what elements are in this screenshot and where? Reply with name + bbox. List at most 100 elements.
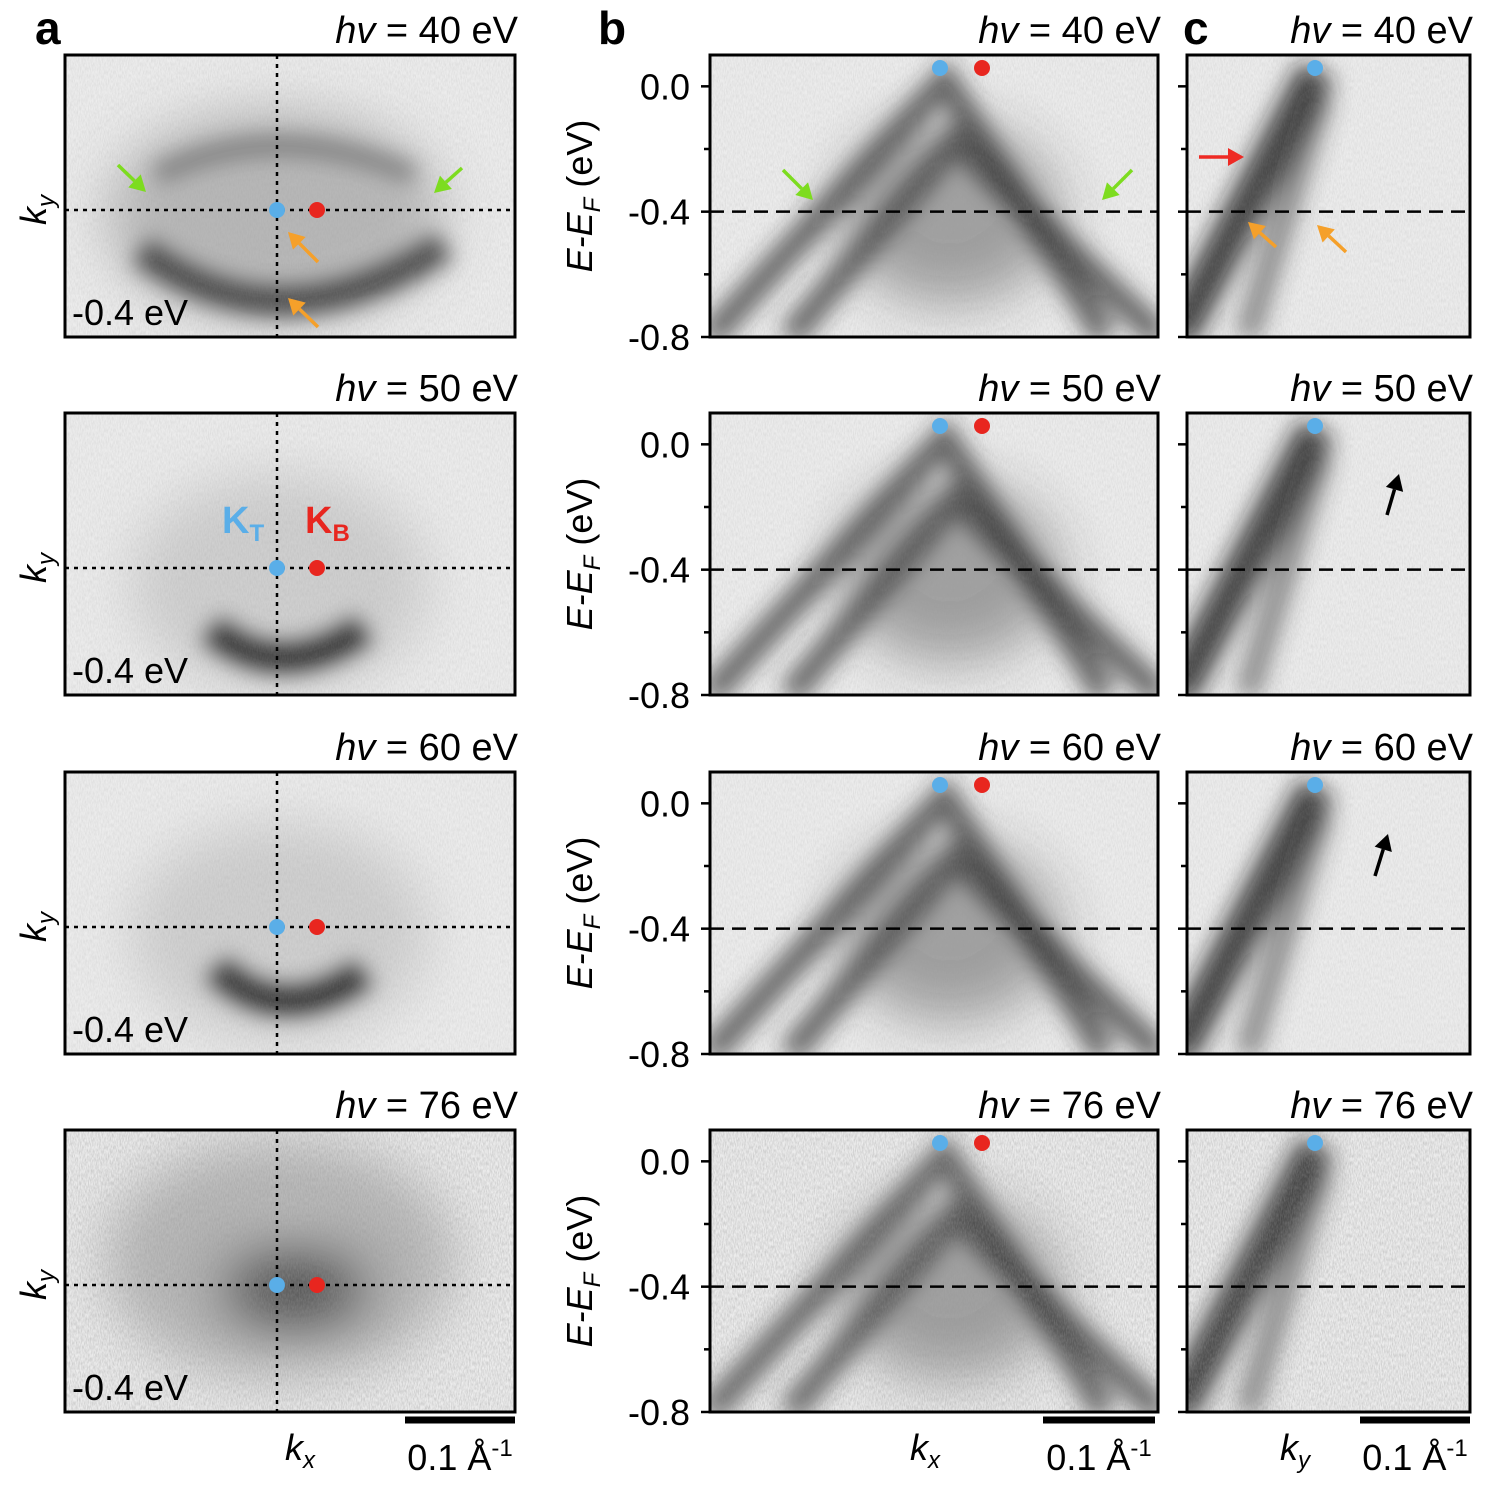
frame: [708, 411, 1160, 697]
arrow-shaft: [1112, 168, 1134, 190]
arpes-image: [708, 770, 1160, 1056]
ky-axis-label-part: k: [13, 1280, 54, 1300]
photon-energy-label-part: hv: [1290, 727, 1332, 769]
arrow-head: [1374, 834, 1392, 852]
arpes-image: [63, 770, 517, 1056]
image-content: [1187, 55, 1470, 337]
frame: [708, 1128, 1160, 1414]
frame: [63, 1128, 517, 1414]
photon-energy-label-part: hv: [1290, 10, 1332, 52]
arrow-head: [288, 298, 306, 316]
panel-label: b: [598, 2, 626, 54]
k-axis-label-part: x: [302, 1447, 316, 1474]
image-content: [65, 413, 515, 695]
frame: [63, 53, 517, 339]
scale-bar-label-part: -1: [1446, 1435, 1467, 1462]
image-content: [710, 1130, 1158, 1412]
y-tick-label: 0.0: [640, 1141, 690, 1182]
frame: [63, 770, 517, 1056]
y-tick-label: -0.4: [628, 550, 690, 591]
y-tick-label: -0.4: [628, 192, 690, 233]
energy-axis-label-part: (eV): [559, 120, 600, 198]
constant-energy-label: -0.4 eV: [72, 650, 188, 691]
k-t-point: [269, 202, 285, 218]
noise: [1187, 1130, 1470, 1412]
energy-axis-label-part: F: [579, 913, 606, 929]
photon-energy-label: hv = 76 eV: [978, 1085, 1161, 1127]
k-b-point: [974, 777, 990, 793]
photon-energy-label: hv = 76 eV: [335, 1085, 518, 1127]
photon-energy-label: hv = 50 eV: [335, 368, 518, 410]
arrow-shaft: [1385, 488, 1397, 516]
energy-axis-label-part: E-E: [559, 928, 600, 989]
photon-energy-label-part: hv: [335, 1085, 377, 1127]
k-t-point: [1307, 60, 1323, 76]
k-t-point: [932, 1135, 948, 1151]
k-axis-label-part: y: [1296, 1447, 1312, 1474]
scale-bar-label-part: 0.1 Å: [1046, 1437, 1130, 1478]
k-axis-label: kx: [910, 1427, 941, 1474]
noise: [65, 55, 515, 337]
photon-energy-label: hv = 40 eV: [335, 10, 518, 52]
photon-energy-label: hv = 60 eV: [1290, 727, 1473, 769]
energy-axis-label-part: E-E: [559, 1286, 600, 1347]
frame: [708, 770, 1160, 1056]
k-t-point: [269, 919, 285, 935]
arpes-image: [1185, 770, 1472, 1056]
y-tick-label: -0.8: [628, 1392, 690, 1433]
photon-energy-label-part: = 60 eV: [1018, 727, 1161, 769]
arpes-image: [1185, 411, 1472, 697]
scale-bar-label: 0.1 Å-1: [1362, 1435, 1467, 1478]
arpes-image: [708, 411, 1160, 697]
y-tick-label: 0.0: [640, 783, 690, 824]
k-b-label: KB: [305, 500, 350, 547]
arrow-head: [128, 174, 146, 192]
ky-axis-label-part: k: [13, 922, 54, 942]
frame: [1185, 1128, 1472, 1414]
energy-axis-label-part: E-E: [559, 569, 600, 630]
k-t-point: [1307, 1135, 1323, 1151]
k-b-label-part: B: [332, 520, 349, 547]
scale-bar-label-part: -1: [491, 1435, 512, 1462]
panel-label: a: [35, 2, 61, 54]
k-b-point: [974, 1135, 990, 1151]
noise: [1187, 413, 1470, 695]
ky-axis-label: ky: [13, 193, 60, 225]
noise: [1187, 772, 1470, 1054]
k-b-point: [309, 919, 325, 935]
y-tick-label: -0.8: [628, 317, 690, 358]
k-b-point: [974, 418, 990, 434]
energy-axis-label: E-EF (eV): [559, 1195, 606, 1348]
photon-energy-label-part: hv: [978, 727, 1020, 769]
y-tick-label: 0.0: [640, 66, 690, 107]
arrow-head: [1228, 148, 1244, 166]
image-content: [710, 772, 1158, 1054]
photon-energy-label: hv = 60 eV: [335, 727, 518, 769]
photon-energy-label-part: hv: [978, 10, 1020, 52]
photon-energy-label-part: = 50 eV: [1018, 368, 1161, 410]
k-axis-label: kx: [285, 1427, 316, 1474]
scale-bar-label-part: -1: [1130, 1435, 1151, 1462]
image-content: [1187, 413, 1470, 695]
k-t-point: [932, 777, 948, 793]
noise: [710, 1130, 1158, 1412]
photon-energy-label-part: = 76 eV: [375, 1085, 518, 1127]
image-content: [710, 55, 1158, 337]
arrow-head: [1385, 474, 1404, 492]
scale-bar-label: 0.1 Å-1: [1046, 1435, 1151, 1478]
k-b-point: [309, 560, 325, 576]
photon-energy-label-part: hv: [978, 368, 1020, 410]
energy-axis-label-part: (eV): [559, 478, 600, 556]
ky-axis-label-part: k: [13, 205, 54, 225]
photon-energy-label-part: = 40 eV: [1330, 10, 1473, 52]
arrow-shaft: [1327, 234, 1348, 254]
scale-bar-label-part: 0.1 Å: [1362, 1437, 1446, 1478]
arrow-shaft: [1258, 231, 1278, 249]
scale-bar-label: 0.1 Å-1: [407, 1435, 512, 1478]
energy-axis-label-part: F: [579, 196, 606, 212]
energy-axis-label: E-EF (eV): [559, 120, 606, 273]
energy-axis-label-part: E-E: [559, 211, 600, 272]
arrow-head: [1248, 222, 1266, 240]
arpes-image: [1185, 1128, 1472, 1414]
energy-axis-label-part: (eV): [559, 837, 600, 915]
